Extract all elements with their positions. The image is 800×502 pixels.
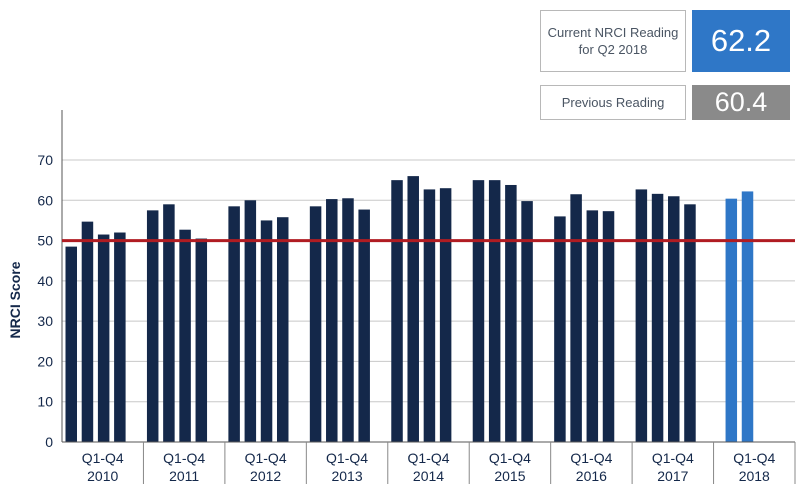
bar bbox=[195, 238, 208, 442]
x-group-label-bottom: 2018 bbox=[739, 468, 770, 484]
x-group-label-top: Q1-Q4 bbox=[245, 450, 287, 466]
bar bbox=[684, 204, 696, 442]
previous-reading-label: Previous Reading bbox=[540, 85, 686, 120]
bar bbox=[423, 189, 436, 442]
previous-reading-value: 60.4 bbox=[714, 87, 768, 117]
previous-reading-value-box: 60.4 bbox=[692, 85, 790, 120]
x-group-label-bottom: 2016 bbox=[576, 468, 607, 484]
y-tick-label: 60 bbox=[37, 192, 53, 208]
bar bbox=[602, 211, 615, 442]
bar bbox=[651, 193, 664, 442]
bar bbox=[741, 191, 754, 442]
x-group-label-bottom: 2012 bbox=[250, 468, 281, 484]
y-tick-label: 30 bbox=[37, 313, 53, 329]
x-group-label-top: Q1-Q4 bbox=[489, 450, 531, 466]
bar bbox=[81, 221, 94, 442]
bar bbox=[114, 232, 126, 442]
bars bbox=[65, 176, 754, 442]
bar bbox=[326, 199, 338, 442]
bar bbox=[276, 217, 289, 442]
bar bbox=[439, 188, 452, 442]
y-tick-label: 70 bbox=[37, 152, 53, 168]
current-reading-label: Current NRCI Reading for Q2 2018 bbox=[540, 10, 686, 72]
y-tick-label: 20 bbox=[37, 353, 53, 369]
bar bbox=[391, 180, 403, 442]
x-group-label-top: Q1-Q4 bbox=[407, 450, 449, 466]
x-group-label-bottom: 2014 bbox=[413, 468, 444, 484]
bar bbox=[488, 180, 501, 442]
y-tick-label: 10 bbox=[37, 394, 53, 410]
x-group-label-top: Q1-Q4 bbox=[82, 450, 124, 466]
x-group-label-top: Q1-Q4 bbox=[733, 450, 775, 466]
x-group-label-bottom: 2011 bbox=[169, 468, 199, 484]
x-group-label-bottom: 2010 bbox=[87, 468, 118, 484]
bar bbox=[505, 184, 517, 442]
bar bbox=[725, 198, 738, 442]
bar bbox=[521, 201, 533, 442]
bar bbox=[244, 200, 257, 442]
previous-reading-label-text: Previous Reading bbox=[561, 95, 665, 110]
bar bbox=[260, 220, 273, 442]
bar bbox=[179, 229, 191, 442]
y-tick-label: 0 bbox=[45, 434, 53, 450]
bar bbox=[342, 198, 354, 442]
bar bbox=[65, 246, 77, 442]
bar bbox=[570, 194, 582, 442]
bar bbox=[163, 204, 175, 442]
y-tick-label: 50 bbox=[37, 233, 53, 249]
bar bbox=[358, 209, 370, 442]
x-group-label-top: Q1-Q4 bbox=[570, 450, 612, 466]
axes: 0 10 20 30 40 50 60 70 Q1-Q4 2010 Q1-Q4 2011 Q1-Q4 20… bbox=[37, 110, 796, 484]
bar bbox=[309, 206, 322, 442]
x-group-label-bottom: 2015 bbox=[494, 468, 525, 484]
bar bbox=[146, 210, 159, 442]
x-group-label-bottom: 2013 bbox=[331, 468, 362, 484]
current-reading-value: 62.2 bbox=[710, 23, 772, 58]
bar bbox=[228, 206, 240, 442]
bar bbox=[554, 216, 566, 442]
x-group-label-top: Q1-Q4 bbox=[326, 450, 368, 466]
y-axis-label: NRCI Score bbox=[7, 261, 23, 338]
current-reading-label-line2: for Q2 2018 bbox=[578, 42, 648, 57]
bar bbox=[668, 196, 680, 442]
bar bbox=[472, 180, 485, 442]
current-reading-label-line1: Current NRCI Reading bbox=[547, 25, 679, 40]
x-group-label-top: Q1-Q4 bbox=[652, 450, 694, 466]
bar bbox=[635, 189, 648, 442]
x-group-label-bottom: 2017 bbox=[657, 468, 688, 484]
y-tick-label: 40 bbox=[37, 273, 53, 289]
bar bbox=[97, 234, 110, 442]
bar bbox=[407, 176, 419, 442]
current-reading-value-box: 62.2 bbox=[692, 10, 790, 72]
bar bbox=[586, 210, 599, 442]
x-group-label-top: Q1-Q4 bbox=[163, 450, 205, 466]
